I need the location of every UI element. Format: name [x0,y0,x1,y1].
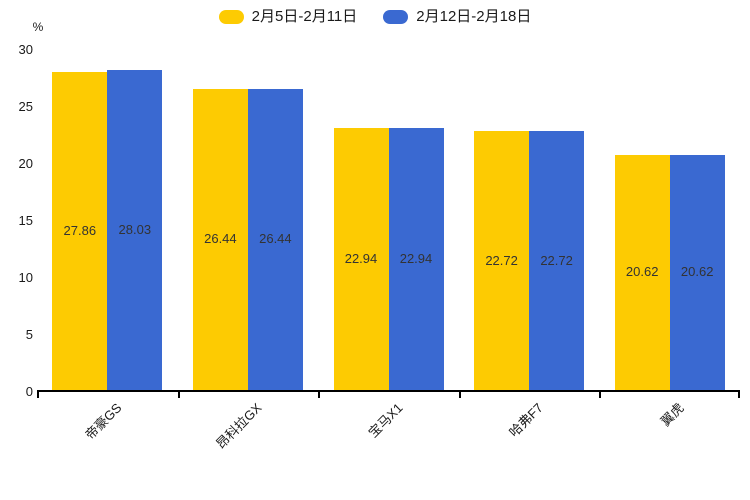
y-axis-tick-label: 15 [18,213,33,228]
y-axis-unit-label: % [32,20,44,34]
bar: 20.62 [669,154,725,390]
y-axis-tick-label: 5 [25,327,33,342]
x-axis-tick-mark [599,392,601,398]
bar: 22.94 [388,128,444,390]
legend-label: 2月12日-2月18日 [416,8,532,25]
y-axis-tick-label: 30 [18,42,33,57]
bar: 22.72 [474,131,530,390]
bar: 28.03 [107,70,163,390]
x-axis-tick-mark [178,392,180,398]
bar: 22.94 [333,128,389,390]
x-axis-tick-mark [37,392,39,398]
x-axis-category-label: 翼虎 [657,400,687,430]
x-axis-tick-mark [318,392,320,398]
legend-item[interactable]: 2月5日-2月11日 [218,8,358,26]
bar-value-label: 22.94 [344,251,378,267]
bar-value-label: 22.94 [399,251,433,267]
x-axis-category-label: 宝马X1 [364,400,406,441]
bar-value-label: 26.44 [204,231,237,247]
legend-swatch-icon [218,10,244,24]
y-axis-tick-label: 0 [25,384,33,399]
x-axis-tick-mark [459,392,461,398]
legend: 2月5日-2月11日 2月12日-2月18日 [0,8,750,26]
x-axis-category-label: 昂科拉GX [213,400,265,452]
bar-value-label: 20.62 [625,264,659,280]
legend-label: 2月5日-2月11日 [251,8,358,25]
x-axis-category-label: 哈弗F7 [506,400,546,440]
plot-area: 0 5 10 15 20 25 30 27.86 28.03 帝豪GS 26.44 26.44 昂科拉G… [19,43,740,452]
bar-value-label: 26.44 [259,231,292,247]
bar: 22.72 [529,131,585,390]
x-axis-category-label: 帝豪GS [81,400,125,443]
bar-value-label: 27.86 [63,223,97,239]
bar-value-label: 22.72 [540,252,573,268]
bar-value-label: 28.03 [118,222,152,238]
bar: 26.44 [192,88,248,390]
bar-value-label: 20.62 [680,264,714,280]
y-axis-tick-label: 25 [18,99,33,114]
bar: 27.86 [52,72,108,390]
y-axis-tick-label: 10 [18,270,33,285]
bar-value-label: 22.72 [485,252,518,268]
bar: 26.44 [247,88,303,390]
y-axis-tick-label: 20 [18,156,33,171]
bar: 20.62 [614,154,670,390]
x-axis-tick-mark [738,392,740,398]
legend-swatch-icon [383,10,409,24]
legend-item[interactable]: 2月12日-2月18日 [383,8,531,26]
